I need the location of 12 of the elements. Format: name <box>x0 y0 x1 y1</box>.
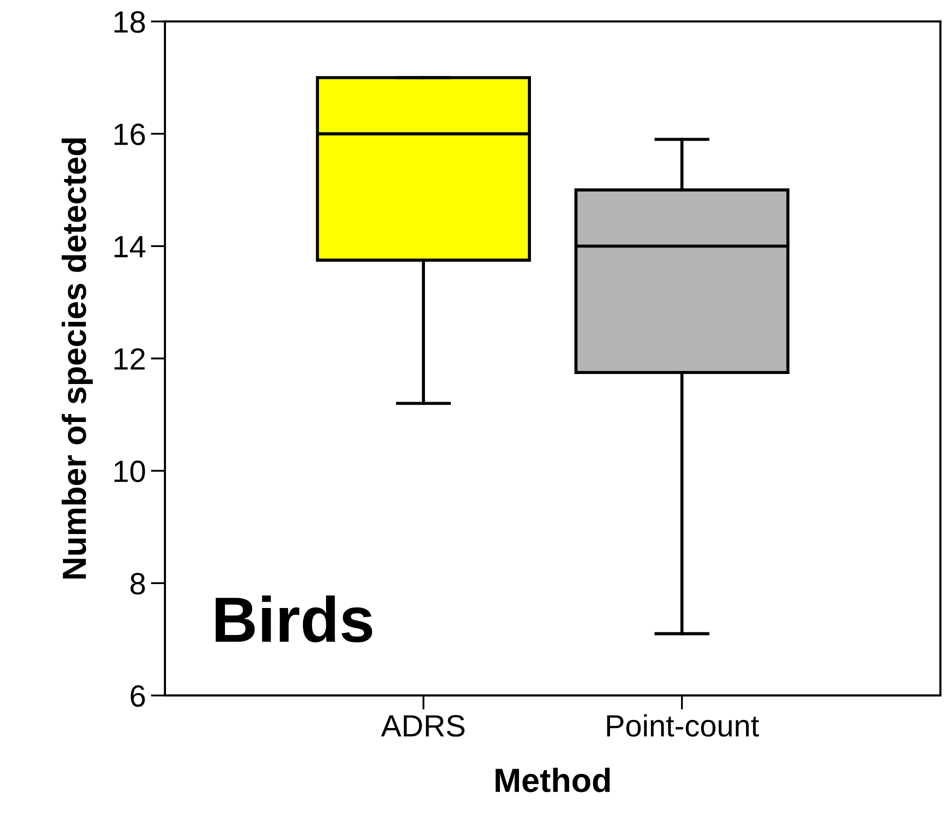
y-tick-label: 18 <box>114 11 145 33</box>
x-axis-title: Method <box>496 768 610 792</box>
x-tick-label: Point-count <box>607 714 759 737</box>
y-tick-label: 12 <box>114 348 145 370</box>
y-tick-label: 8 <box>130 572 145 595</box>
y-tick-label: 16 <box>114 124 145 146</box>
annotation: Birds <box>216 595 372 642</box>
y-tick-label: 6 <box>130 685 145 707</box>
y-axis-title: Number of species detected <box>62 138 93 579</box>
y-tick-label: 14 <box>114 236 146 258</box>
x-tick-label: ADRS <box>381 715 464 737</box>
y-tick-label: 10 <box>114 460 146 482</box>
